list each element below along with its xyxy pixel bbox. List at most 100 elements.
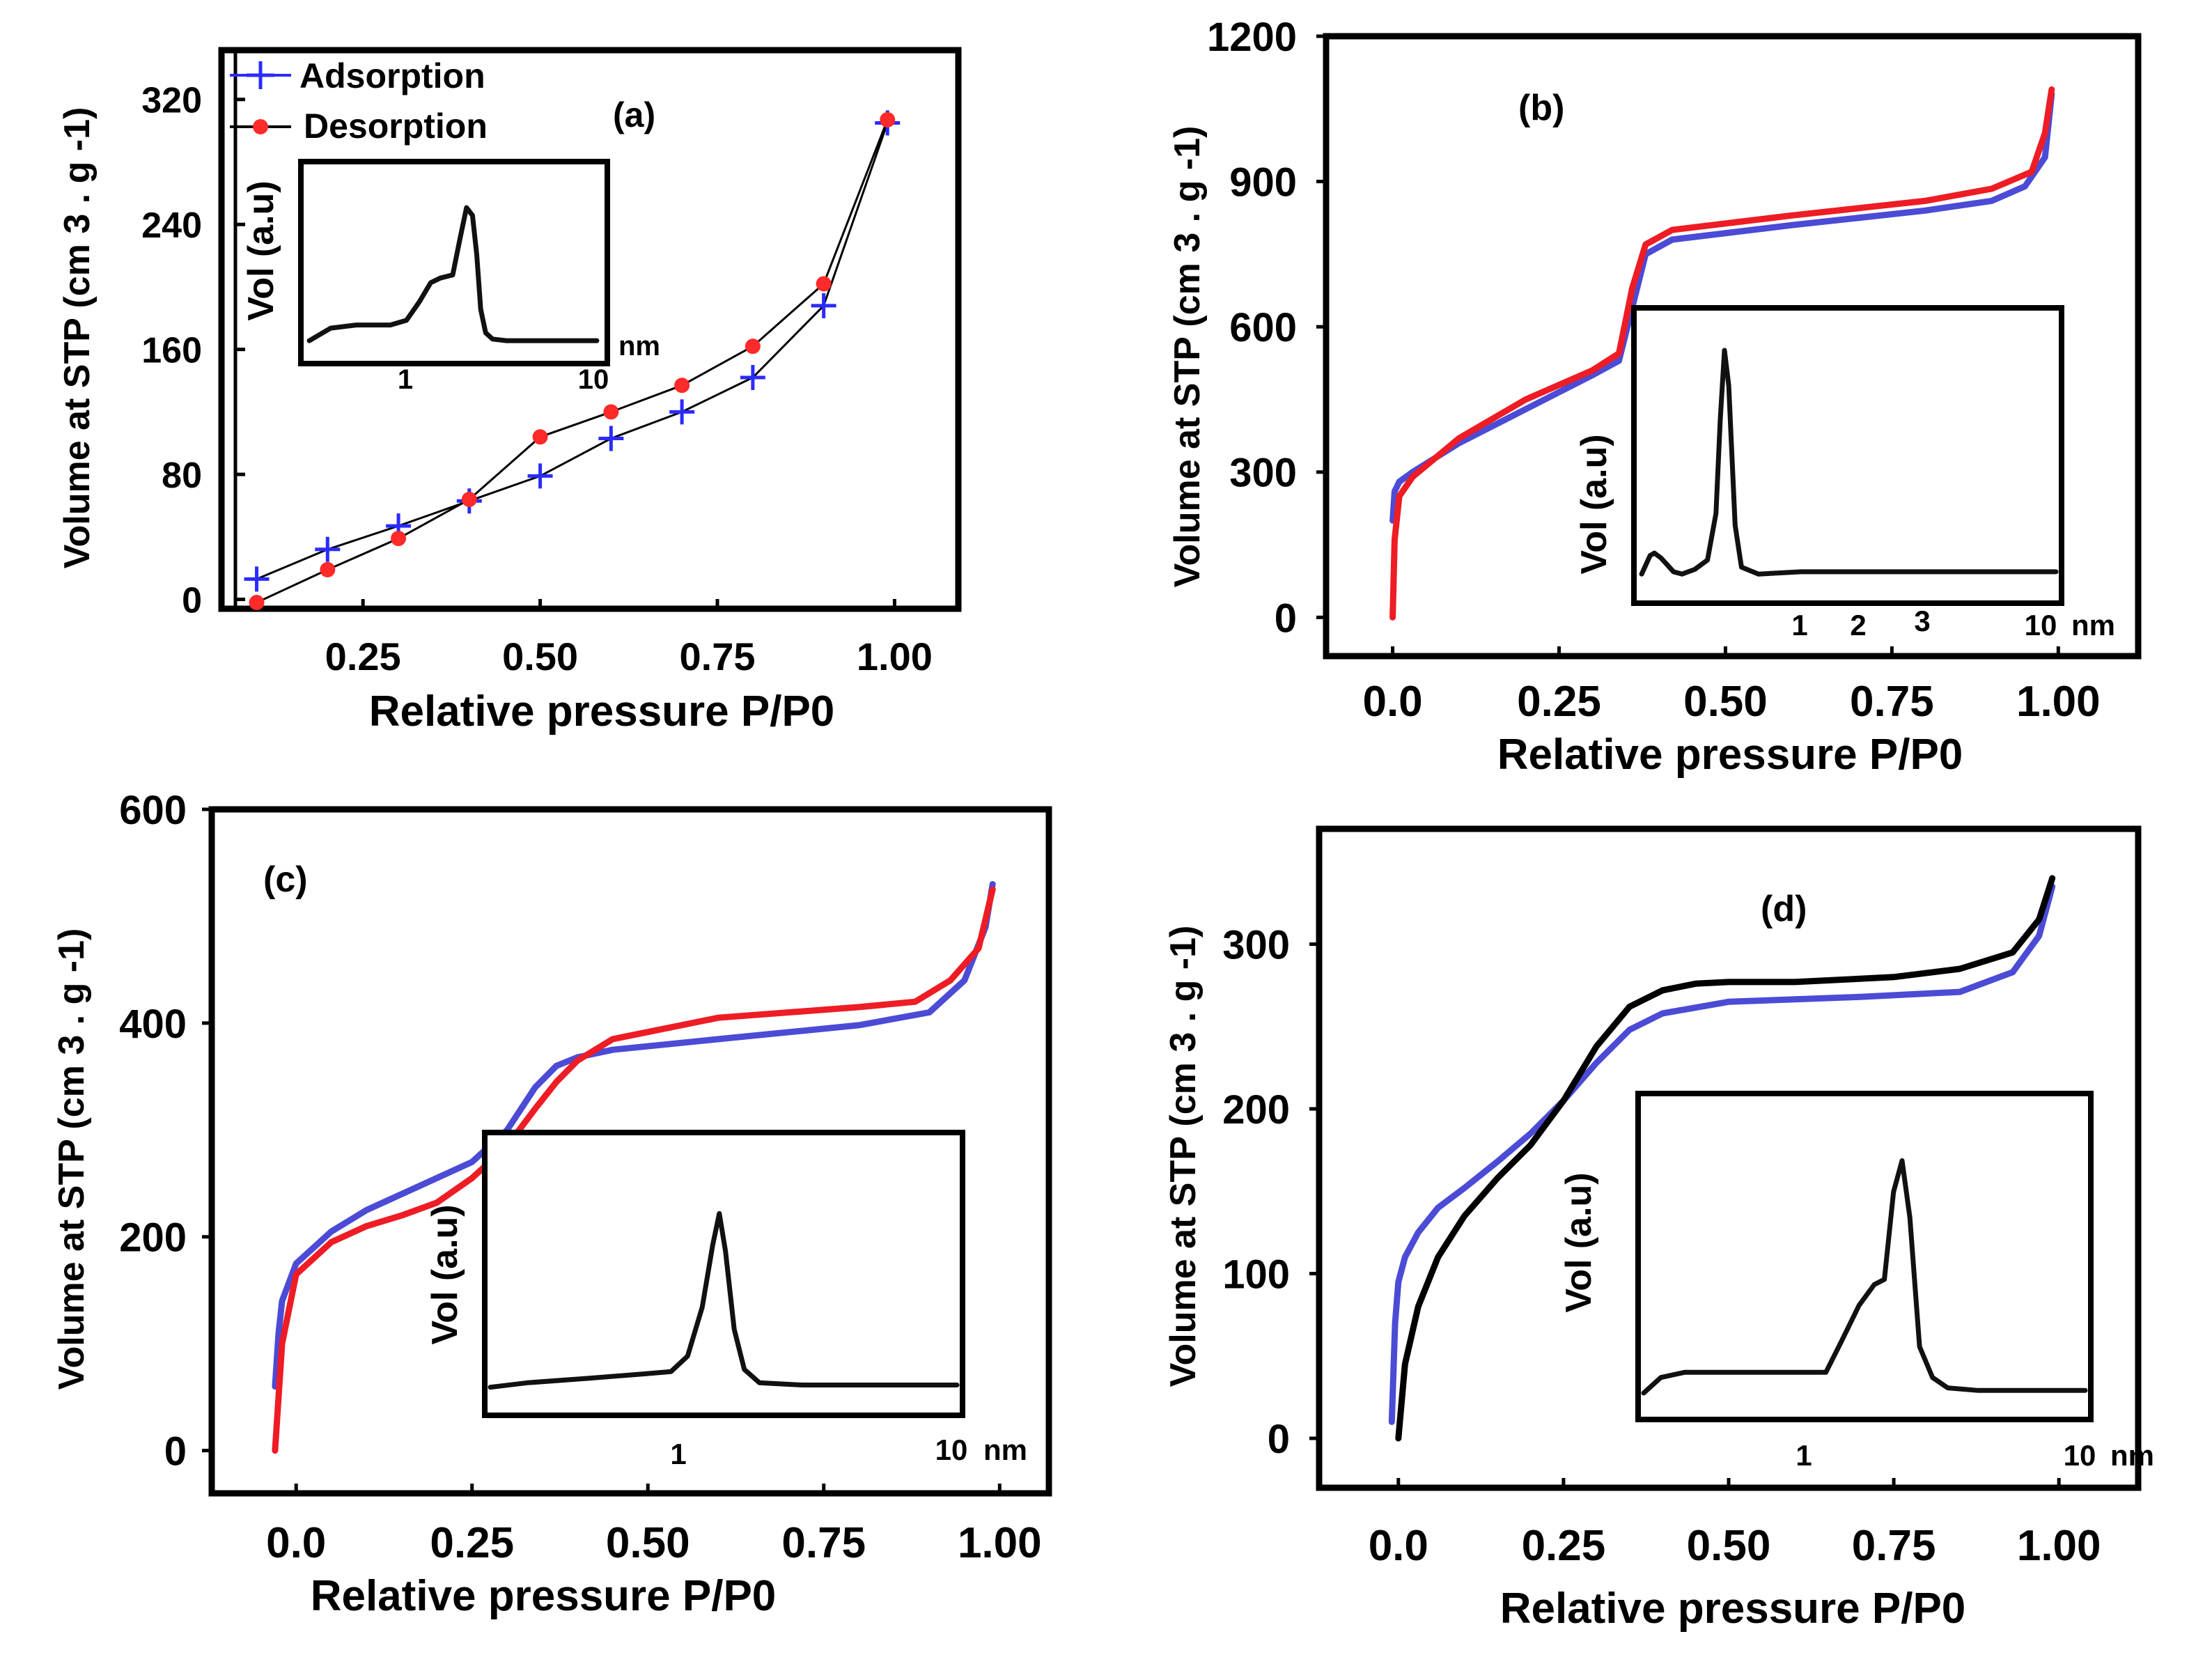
adsorption-point [244,566,270,592]
panel-b: 0 300 600 900 1200 0.0 0.25 0.50 0.75 1.00 (b) R… [1167,15,2142,779]
panel-d-y-label: Volume at STP (cm 3 . g -1) [1163,926,1204,1387]
panel-c-series [272,880,996,1454]
panel-c-label: (c) [263,859,308,900]
y-tick-label: 600 [119,788,187,833]
panel-b-inset-unit: nm [2071,609,2115,641]
y-tick-label: 0 [164,1429,187,1475]
panel-c-inset: Vol (a.u) 1 10 nm [425,1130,1027,1470]
y-tick-label: 240 [141,205,202,246]
panel-d-inset-y-label: Vol (a.u) [1559,1172,1599,1312]
x-tick-label: 0.25 [430,1519,514,1567]
panel-a-inset-plot [306,205,600,343]
panel-a-inset-tick-10: 10 [578,364,609,395]
adsorption-point [811,293,836,318]
panel-c-inset-plot [488,1211,960,1390]
x-tick-label: 1.00 [857,635,933,678]
panel-d-y-ticks: 0 100 200 300 [1222,922,1319,1462]
y-tick-label: 600 [1229,305,1297,350]
x-tick-label: 0.50 [502,635,578,678]
panel-d-inset-frame [1635,1091,2094,1422]
pore-size-distribution-curve [488,1211,960,1390]
panel-b-inset-plot [1639,348,2059,577]
series-desorption-line [272,886,996,1454]
panel-d-inset-plot [1641,1158,2088,1396]
panel-b-inset-tick-1: 1 [1791,609,1807,641]
panel-a-inset-unit: nm [618,331,660,361]
panel-c-inset-y-label: Vol (a.u) [425,1204,465,1344]
desorption-point [816,276,832,292]
series-desorption-line [256,118,889,604]
adsorption-point [740,365,765,391]
x-tick-label: 0.25 [1522,1522,1606,1570]
desorption-point [674,378,690,394]
y-tick-label: 0 [182,580,202,621]
desorption-point [249,595,265,611]
panel-b-y-ticks: 0 300 600 900 1200 [1207,15,1326,641]
panel-c-inset-tick-1: 1 [670,1438,686,1470]
legend-desorption-label: Desorption [304,107,488,146]
panel-b-inset-tick-10: 10 [2025,609,2057,641]
panel-a-y-ticks: 0 80 160 240 320 [141,81,245,621]
x-tick-label: 0.0 [1369,1522,1428,1570]
x-tick-label: 0.25 [325,635,401,678]
y-tick-label: 400 [119,1002,187,1047]
panel-a-x-label: Relative pressure P/P0 [369,687,835,736]
series-adsorption-line [272,880,996,1390]
x-tick-label: 0.50 [606,1519,690,1567]
x-tick-label: 1.00 [2017,1522,2101,1570]
pore-size-distribution-curve [306,205,600,343]
panel-c-inset-unit: nm [983,1433,1027,1466]
panel-c-y-label: Volume at STP (cm 3 . g -1) [52,928,92,1390]
panel-d-x-ticks: 0.0 0.25 0.50 0.75 1.00 [1369,1478,2101,1570]
panel-c: 0 200 400 600 0.0 0.25 0.50 0.75 1.00 (c) Relat… [52,788,1052,1620]
panel-a-x-ticks: 0.25 0.50 0.75 1.00 [325,599,933,678]
desorption-point [461,491,477,507]
panel-b-inset-frame [1631,305,2064,606]
adsorption-point [598,426,624,451]
y-tick-label: 320 [141,81,202,121]
series-desorption-line [1389,86,2055,621]
adsorption-point [669,399,695,425]
x-tick-label: 0.75 [781,1519,866,1567]
y-tick-label: 0 [1268,1417,1290,1462]
desorption-point [391,531,407,547]
panel-b-x-label: Relative pressure P/P0 [1497,731,1963,779]
panel-a-frame [218,47,962,612]
panel-b-inset: Vol (a.u) 1 2 3 10 nm [1574,305,2115,641]
x-tick-label: 1.00 [2016,678,2101,726]
panel-b-inset-tick-2: 2 [1850,609,1866,641]
panel-d-inset-tick-10: 10 [2064,1439,2096,1472]
y-tick-label: 100 [1222,1252,1290,1297]
panel-b-frame [1323,33,2142,660]
panel-d-inset-tick-1: 1 [1796,1439,1812,1472]
pore-size-distribution-curve [1639,348,2059,577]
panel-b-inset-y-label: Vol (a.u) [1574,434,1614,574]
desorption-point [320,561,336,577]
panel-a-inset: Vol (a.u) 1 10 nm [241,159,660,395]
y-tick-label: 80 [162,456,202,496]
adsorption-point [527,463,553,489]
panel-a-y-label: Volume at STP (cm 3 . g -1) [57,107,98,569]
y-tick-label: 0 [1275,596,1297,641]
x-tick-label: 0.25 [1517,678,1601,726]
panel-a: 0 80 160 240 320 0.25 0.50 0.75 1.00 (a) Relati… [57,47,962,736]
desorption-point [880,111,896,127]
panel-d-x-label: Relative pressure P/P0 [1500,1585,1966,1633]
panel-d-label: (d) [1761,889,1807,929]
y-tick-label: 900 [1229,160,1297,205]
x-tick-label: 0.0 [1362,678,1422,726]
panel-d: 0 100 200 300 0.0 0.25 0.50 0.75 1.00 (d) Relat… [1163,825,2154,1633]
y-tick-label: 300 [1229,451,1297,496]
desorption-point [603,404,619,420]
panel-a-series [244,110,901,611]
legend-desorption-marker [253,119,268,134]
x-tick-label: 0.0 [266,1519,326,1567]
legend-adsorption-label: Adsorption [299,56,485,95]
y-tick-label: 200 [119,1215,187,1261]
panel-c-x-ticks: 0.0 0.25 0.50 0.75 1.00 [266,1484,1042,1567]
panel-a-inset-tick-1: 1 [398,364,413,395]
x-tick-label: 0.75 [1850,678,1934,726]
panel-c-frame [208,806,1052,1497]
desorption-point [532,429,548,445]
